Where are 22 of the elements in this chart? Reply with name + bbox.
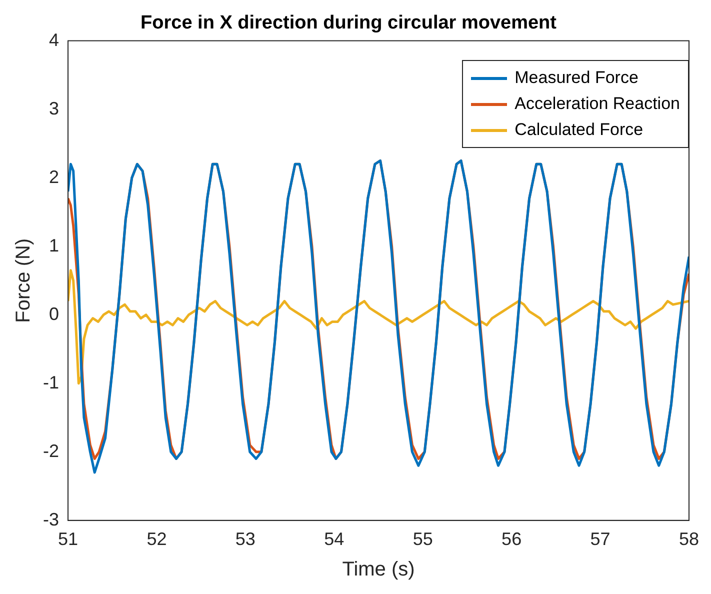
chart-title: Force in X direction during circular movement <box>140 12 558 34</box>
y-tick-label: -1 <box>42 372 60 392</box>
x-axis-title: Time (s) <box>342 558 415 581</box>
x-tick-label: 56 <box>502 529 522 550</box>
x-tick-label: 57 <box>590 529 610 550</box>
y-tick-label: -2 <box>42 440 60 461</box>
legend-label: Calculated Force <box>514 120 644 140</box>
x-tick-label: 52 <box>146 529 167 550</box>
legend-label: Acceleration Reaction <box>514 94 680 114</box>
x-tick-label: 51 <box>58 529 78 550</box>
x-tick-label: 55 <box>412 529 433 550</box>
y-tick-label: 0 <box>48 304 60 324</box>
y-tick-label: -3 <box>42 509 60 530</box>
legend-label: Measured Force <box>514 68 638 88</box>
x-tick-label: 58 <box>678 529 700 550</box>
y-axis-title: Force (N) <box>12 238 35 323</box>
y-tick-label: 2 <box>48 166 60 187</box>
y-tick-label: 3 <box>48 98 60 118</box>
y-tick-label: 1 <box>48 235 60 256</box>
y-tick-label: 4 <box>48 30 60 50</box>
x-tick-label: 54 <box>324 529 344 550</box>
x-tick-label: 53 <box>235 529 256 550</box>
